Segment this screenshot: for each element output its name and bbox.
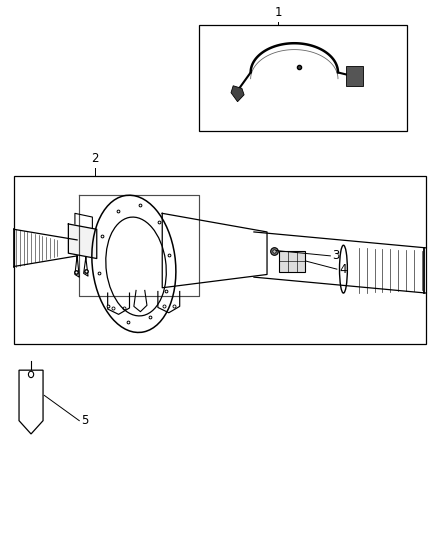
Text: V: V	[28, 405, 35, 414]
Bar	[279, 251, 305, 272]
Polygon shape	[68, 224, 97, 259]
Polygon shape	[231, 86, 244, 102]
Bar	[199, 25, 407, 131]
Bar	[14, 176, 426, 344]
Bar	[346, 66, 363, 86]
Text: R: R	[28, 383, 35, 392]
Text: 2: 2	[91, 152, 98, 165]
Text: 1: 1	[274, 6, 282, 19]
Text: 4: 4	[339, 263, 346, 276]
Text: 3: 3	[332, 249, 340, 262]
Polygon shape	[19, 370, 43, 434]
Text: T: T	[28, 394, 34, 403]
Text: 5: 5	[81, 414, 89, 427]
